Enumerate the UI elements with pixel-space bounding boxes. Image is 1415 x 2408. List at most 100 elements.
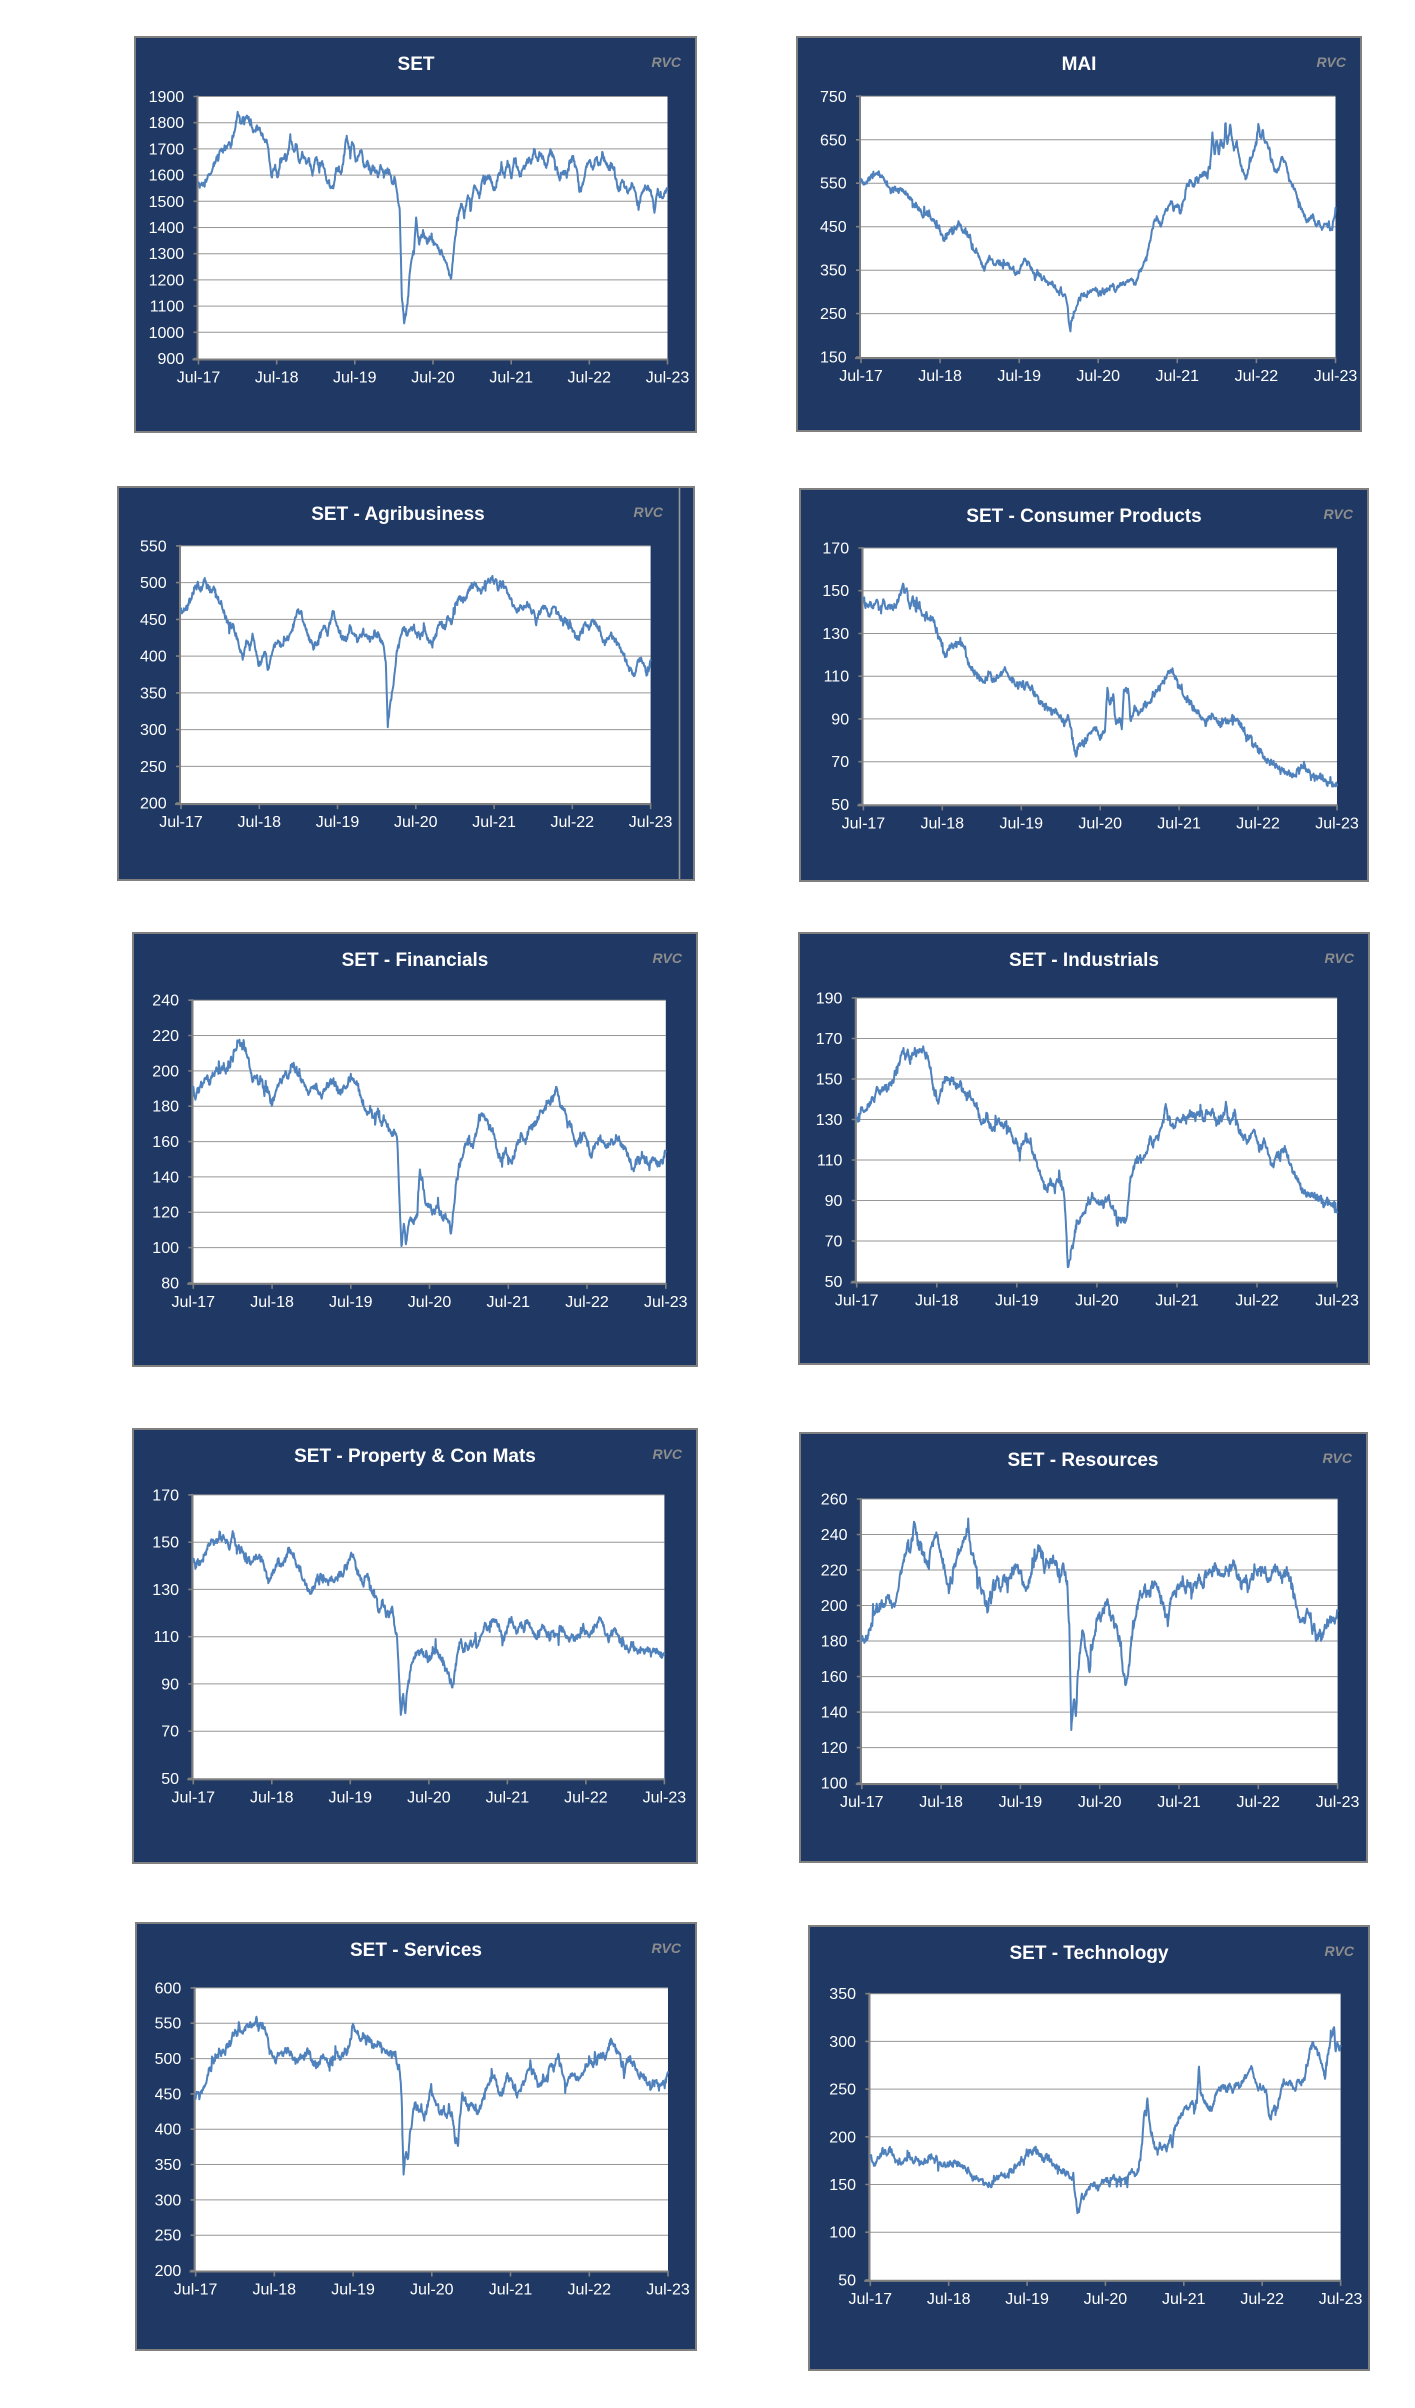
- svg-text:Jul-20: Jul-20: [408, 1294, 452, 1311]
- svg-text:1900: 1900: [149, 89, 185, 106]
- svg-text:MAI: MAI: [1062, 54, 1097, 75]
- svg-text:Jul-21: Jul-21: [1155, 1293, 1199, 1310]
- svg-text:Jul-17: Jul-17: [839, 368, 883, 385]
- svg-text:Jul-17: Jul-17: [842, 815, 886, 832]
- svg-text:550: 550: [820, 176, 847, 193]
- svg-text:SET - Consumer Products: SET - Consumer Products: [966, 506, 1201, 527]
- svg-text:Jul-18: Jul-18: [919, 1794, 963, 1811]
- svg-text:Jul-18: Jul-18: [250, 1789, 294, 1806]
- svg-text:140: 140: [821, 1705, 848, 1722]
- svg-text:Jul-18: Jul-18: [927, 2291, 971, 2308]
- svg-text:Jul-21: Jul-21: [489, 370, 533, 387]
- svg-text:Jul-23: Jul-23: [644, 1294, 688, 1311]
- svg-text:70: 70: [831, 754, 849, 771]
- svg-text:Jul-19: Jul-19: [1000, 815, 1044, 832]
- svg-text:RVC: RVC: [633, 504, 663, 520]
- svg-text:140: 140: [152, 1169, 179, 1186]
- svg-text:200: 200: [155, 2263, 182, 2280]
- svg-text:Jul-19: Jul-19: [997, 368, 1041, 385]
- svg-text:160: 160: [821, 1669, 848, 1686]
- svg-text:Jul-17: Jul-17: [172, 1789, 216, 1806]
- svg-text:Jul-19: Jul-19: [329, 1294, 373, 1311]
- svg-text:Jul-19: Jul-19: [329, 1789, 373, 1806]
- svg-text:Jul-20: Jul-20: [1078, 1794, 1122, 1811]
- svg-text:Jul-22: Jul-22: [565, 1294, 609, 1311]
- svg-text:1200: 1200: [149, 272, 185, 289]
- svg-text:Jul-22: Jul-22: [568, 370, 612, 387]
- svg-text:Jul-22: Jul-22: [564, 1789, 608, 1806]
- svg-text:190: 190: [816, 991, 843, 1008]
- svg-text:1600: 1600: [149, 168, 185, 185]
- svg-text:300: 300: [140, 722, 167, 739]
- svg-text:Jul-17: Jul-17: [835, 1293, 879, 1310]
- svg-text:150: 150: [820, 350, 847, 367]
- svg-text:Jul-17: Jul-17: [159, 814, 203, 831]
- svg-text:70: 70: [825, 1234, 843, 1251]
- svg-text:450: 450: [820, 219, 847, 236]
- svg-text:Jul-18: Jul-18: [921, 815, 965, 832]
- svg-text:Jul-21: Jul-21: [1157, 815, 1201, 832]
- svg-text:250: 250: [155, 2228, 182, 2245]
- svg-text:SET - Resources: SET - Resources: [1008, 1450, 1159, 1471]
- svg-text:RVC: RVC: [652, 950, 682, 966]
- svg-text:Jul-20: Jul-20: [410, 2282, 454, 2299]
- svg-text:350: 350: [820, 263, 847, 280]
- svg-text:90: 90: [825, 1193, 843, 1210]
- svg-text:160: 160: [152, 1134, 179, 1151]
- svg-text:RVC: RVC: [652, 1446, 682, 1462]
- svg-text:Jul-23: Jul-23: [646, 370, 690, 387]
- svg-text:120: 120: [821, 1740, 848, 1757]
- svg-text:Jul-23: Jul-23: [1319, 2291, 1363, 2308]
- svg-text:RVC: RVC: [1324, 950, 1354, 966]
- svg-text:200: 200: [152, 1063, 179, 1080]
- svg-text:600: 600: [155, 1980, 182, 1997]
- svg-text:220: 220: [152, 1028, 179, 1045]
- svg-text:120: 120: [152, 1205, 179, 1222]
- svg-text:Jul-19: Jul-19: [999, 1794, 1043, 1811]
- svg-text:Jul-18: Jul-18: [250, 1294, 294, 1311]
- svg-text:SET - Agribusiness: SET - Agribusiness: [311, 504, 485, 525]
- svg-text:110: 110: [153, 1629, 179, 1646]
- svg-text:Jul-21: Jul-21: [1157, 1794, 1201, 1811]
- svg-text:180: 180: [821, 1634, 848, 1651]
- svg-text:Jul-21: Jul-21: [486, 1789, 530, 1806]
- svg-text:Jul-23: Jul-23: [643, 1789, 687, 1806]
- svg-text:350: 350: [829, 1986, 856, 2003]
- svg-text:250: 250: [829, 2082, 856, 2099]
- svg-text:250: 250: [140, 759, 167, 776]
- svg-text:250: 250: [820, 306, 847, 323]
- svg-text:Jul-22: Jul-22: [568, 2282, 612, 2299]
- svg-text:90: 90: [831, 711, 849, 728]
- svg-text:Jul-21: Jul-21: [487, 1294, 531, 1311]
- svg-text:1300: 1300: [149, 246, 185, 263]
- svg-text:90: 90: [161, 1676, 179, 1693]
- svg-text:RVC: RVC: [651, 54, 681, 70]
- svg-text:350: 350: [155, 2157, 182, 2174]
- svg-text:Jul-20: Jul-20: [411, 370, 455, 387]
- svg-text:Jul-22: Jul-22: [1235, 1293, 1279, 1310]
- svg-text:100: 100: [821, 1776, 848, 1793]
- svg-text:100: 100: [829, 2225, 856, 2242]
- svg-text:50: 50: [831, 797, 849, 814]
- svg-text:450: 450: [140, 612, 167, 629]
- svg-text:Jul-20: Jul-20: [1084, 2291, 1128, 2308]
- svg-text:300: 300: [829, 2034, 856, 2051]
- svg-text:Jul-23: Jul-23: [1314, 368, 1358, 385]
- svg-text:RVC: RVC: [1316, 54, 1346, 70]
- svg-text:Jul-20: Jul-20: [407, 1789, 451, 1806]
- svg-text:70: 70: [161, 1724, 179, 1741]
- svg-text:180: 180: [152, 1099, 179, 1116]
- svg-text:550: 550: [155, 2016, 182, 2033]
- svg-text:1400: 1400: [149, 220, 185, 237]
- svg-text:100: 100: [152, 1240, 179, 1257]
- svg-text:Jul-22: Jul-22: [551, 814, 595, 831]
- svg-text:Jul-21: Jul-21: [1162, 2291, 1206, 2308]
- svg-text:SET - Technology: SET - Technology: [1009, 1943, 1168, 1964]
- svg-text:Jul-20: Jul-20: [394, 814, 438, 831]
- svg-text:350: 350: [140, 685, 167, 702]
- svg-text:Jul-23: Jul-23: [646, 2282, 690, 2299]
- svg-text:SET - Services: SET - Services: [350, 1940, 482, 1961]
- svg-text:150: 150: [152, 1535, 179, 1552]
- svg-text:RVC: RVC: [1323, 506, 1353, 522]
- svg-text:RVC: RVC: [1322, 1450, 1352, 1466]
